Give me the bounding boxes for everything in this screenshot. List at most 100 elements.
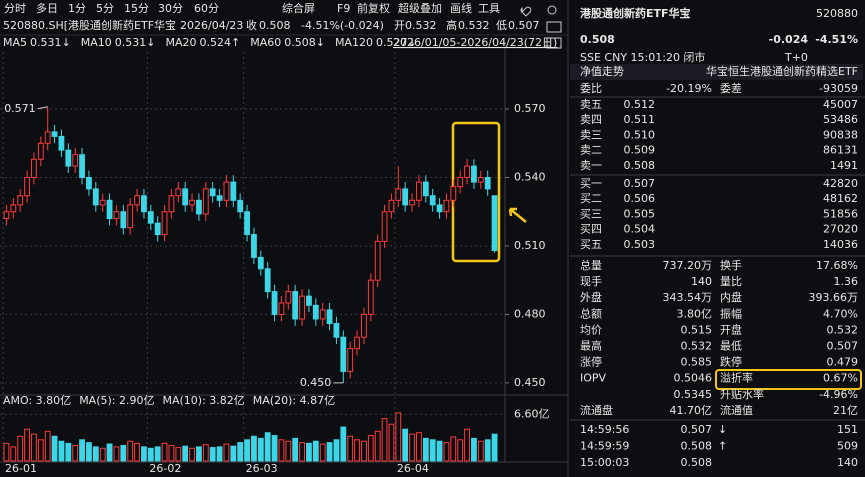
volume-bar [120, 444, 127, 462]
close-icon[interactable] [546, 37, 562, 49]
volume-bar [17, 435, 24, 462]
volume-bar [422, 437, 429, 462]
volume-bar [141, 446, 147, 462]
trade-time: 15:00:03 [580, 456, 629, 469]
ma-value: 0.531↓ [115, 36, 156, 49]
window-icon[interactable] [546, 21, 562, 33]
x-tick-label: 26-04 [397, 462, 429, 475]
volume-bar [278, 439, 285, 462]
tool-button[interactable]: 画线 [450, 1, 472, 15]
candle-body [285, 291, 292, 304]
volume-bar [271, 435, 278, 462]
candle-body [416, 181, 422, 201]
candle-body [189, 199, 195, 206]
volume-bar [244, 439, 250, 462]
candle-body [374, 240, 381, 281]
candle-body [292, 291, 299, 320]
tool-button[interactable]: 工具 [478, 2, 500, 15]
volume-bar [65, 442, 72, 462]
volume-bar [92, 446, 99, 462]
volume-bar [79, 439, 85, 462]
ma-value: 0.508↓ [284, 36, 325, 49]
candle-body [491, 195, 498, 252]
value: -93059 [819, 82, 858, 95]
stat-label: 跌停 [720, 355, 742, 369]
candle-body [422, 181, 429, 197]
tool-button[interactable]: 超级叠加 [398, 1, 442, 15]
candle-body [154, 222, 161, 236]
tool-button[interactable]: 前复权 [357, 1, 390, 15]
candle-body [264, 268, 271, 293]
volume-bar [251, 435, 257, 462]
volume-bar [292, 437, 299, 462]
stat-value: 1.36 [834, 275, 859, 288]
label: 委差 [720, 81, 742, 95]
stat-label: 溢折率 [720, 371, 753, 385]
market-status: SSE CNY 15:01:20 闭市 [580, 50, 705, 64]
tool-button[interactable]: 综合屏 [282, 1, 315, 15]
candle-body [436, 204, 443, 213]
order-volume: 1491 [830, 159, 858, 172]
volume-legend: MA(5): 2.90亿 [79, 394, 154, 407]
favorite-icon[interactable] [520, 6, 532, 17]
high-annotation: 0.571 [4, 102, 36, 115]
candle-body [244, 211, 250, 236]
candle-body [141, 195, 147, 213]
order-level: 卖三 [580, 128, 602, 141]
header-item: 0.507 [508, 19, 540, 32]
stat-label: 开盘 [720, 322, 742, 336]
y-tick-label: 0.510 [514, 239, 546, 252]
tab[interactable]: 多日 [36, 1, 58, 15]
volume-bar [388, 423, 395, 462]
candle-body [464, 165, 470, 179]
price-change: -0.024 [769, 33, 809, 46]
settings-icon[interactable] [547, 5, 557, 15]
volume-legend: MA(10): 3.82亿 [162, 394, 244, 407]
volume-bar [374, 430, 381, 462]
security-code: 520880 [816, 7, 858, 20]
order-level: 卖一 [580, 159, 602, 172]
y-tick-label: 0.450 [514, 376, 546, 389]
tab[interactable]: 净值走势 [580, 64, 624, 78]
stat-value: 0.515 [681, 323, 713, 336]
volume-bar [299, 442, 305, 462]
volume-bar [106, 443, 113, 462]
volume-bar [196, 446, 202, 462]
header-item: 0.532 [405, 19, 437, 32]
order-price: 0.509 [624, 144, 656, 157]
volume-bar [354, 439, 360, 462]
trade-direction: ↓ [718, 423, 727, 436]
stat-label: IOPV [580, 372, 607, 385]
y-tick-label: 6.60亿 [514, 407, 550, 420]
volume-bar [306, 442, 312, 462]
candle-body [106, 199, 113, 220]
volume-bar [209, 447, 216, 462]
stat-label: 量比 [720, 275, 742, 288]
candle-body [175, 188, 182, 197]
tab[interactable]: 30分 [158, 2, 183, 15]
stat-label: 现手 [580, 274, 602, 288]
candle-body [72, 154, 79, 167]
candle-body [17, 195, 24, 206]
header-item: 开 [394, 19, 405, 32]
header-item: 0.508 [259, 19, 291, 32]
stat-value: 140 [691, 275, 712, 288]
volume-bar [31, 433, 37, 462]
tab[interactable]: 5分 [96, 2, 114, 15]
trade-direction: ↑ [718, 440, 727, 453]
order-level: 买二 [580, 192, 602, 205]
tab[interactable]: 15分 [124, 2, 149, 15]
trade-time: 14:59:59 [580, 440, 629, 453]
trade-price: 0.507 [681, 423, 713, 436]
order-price: 0.503 [624, 238, 656, 251]
header-item: 收 [246, 18, 257, 32]
tab[interactable]: 60分 [194, 2, 219, 15]
tab[interactable]: 分时 [4, 2, 26, 15]
order-level: 卖二 [580, 144, 602, 157]
candle-body [24, 177, 30, 197]
candle-body [127, 204, 134, 229]
trade-price: 0.508 [681, 456, 713, 469]
tab[interactable]: 1分 [68, 2, 86, 15]
tool-button[interactable]: F9 [337, 2, 350, 15]
